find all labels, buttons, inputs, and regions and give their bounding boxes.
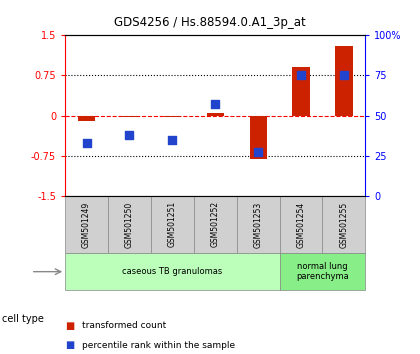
Bar — [323, 196, 365, 253]
Point — [83, 140, 90, 146]
Text: ■: ■ — [65, 340, 74, 350]
Text: GSM501251: GSM501251 — [168, 201, 177, 247]
Text: transformed count: transformed count — [82, 321, 166, 330]
Text: caseous TB granulomas: caseous TB granulomas — [122, 267, 223, 276]
Text: GSM501252: GSM501252 — [211, 201, 220, 247]
Point — [298, 73, 304, 78]
Point — [126, 132, 133, 138]
Bar — [194, 196, 237, 253]
Bar — [78, 116, 95, 121]
Bar — [108, 196, 151, 253]
Point — [341, 73, 347, 78]
Text: GSM501253: GSM501253 — [254, 201, 262, 247]
Bar — [335, 46, 352, 116]
Bar — [121, 116, 138, 117]
Text: GSM501254: GSM501254 — [297, 201, 305, 247]
Text: normal lung
parenchyma: normal lung parenchyma — [296, 262, 349, 281]
Point — [169, 137, 176, 142]
Point — [212, 102, 218, 107]
Bar — [280, 253, 365, 290]
Bar — [207, 113, 224, 116]
Text: percentile rank within the sample: percentile rank within the sample — [82, 341, 235, 350]
Bar — [164, 116, 181, 117]
Text: cell type: cell type — [2, 314, 44, 324]
Bar — [237, 196, 280, 253]
Bar — [65, 196, 108, 253]
Bar — [249, 116, 267, 159]
Text: GDS4256 / Hs.88594.0.A1_3p_at: GDS4256 / Hs.88594.0.A1_3p_at — [114, 16, 306, 29]
Text: GSM501255: GSM501255 — [339, 201, 349, 247]
Text: ■: ■ — [65, 321, 74, 331]
Bar — [280, 196, 323, 253]
Bar — [292, 68, 310, 116]
Bar — [65, 253, 280, 290]
Bar — [151, 196, 194, 253]
Text: GSM501249: GSM501249 — [82, 201, 91, 247]
Text: GSM501250: GSM501250 — [125, 201, 134, 247]
Point — [255, 150, 262, 155]
